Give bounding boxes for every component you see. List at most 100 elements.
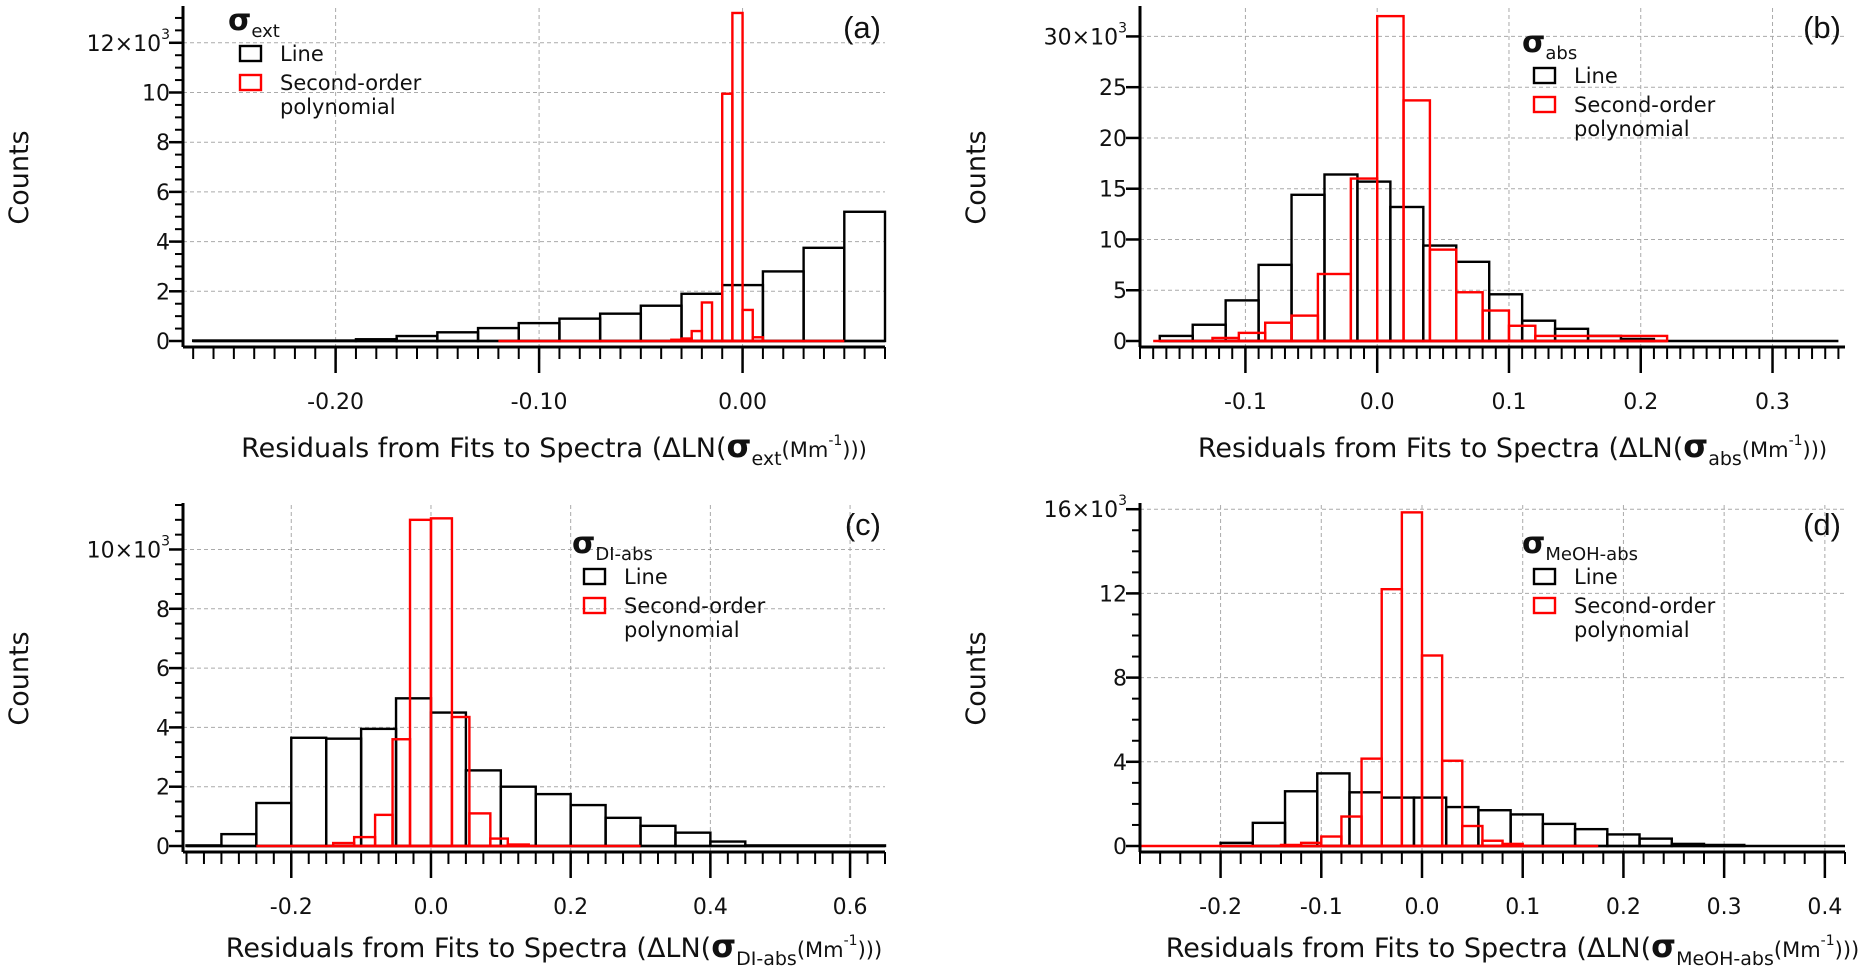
x-title-subscript: abs [1708, 448, 1742, 470]
x-tick-label: 0.2 [553, 895, 588, 920]
histogram-bin [700, 301, 714, 343]
y-tick-value: 6 [156, 181, 170, 206]
y-tick-value: 5 [1113, 279, 1127, 304]
y-tick-label: 5 [1113, 279, 1127, 304]
panel-letter: (b) [1803, 10, 1841, 45]
histogram-bin [690, 329, 704, 343]
series-line [1219, 772, 1845, 848]
histogram-bin [476, 326, 520, 343]
legend-label-polynomial-cont: polynomial [624, 618, 740, 642]
y-multiplier: ×10 [1072, 498, 1118, 523]
series-second-order-polynomial [1140, 511, 1599, 848]
histogram-bin [290, 736, 328, 848]
x-tick-label: 0.3 [1755, 390, 1790, 415]
legend-sigma: σ [1522, 526, 1545, 561]
histogram-bin [1349, 177, 1379, 343]
legend-label-polynomial: Second-order [624, 594, 766, 618]
y-tick-label: 10 [1099, 228, 1127, 253]
histogram-bin [1356, 180, 1392, 343]
y-tick-value: 15 [1099, 178, 1127, 203]
x-tick-label: 0.6 [833, 895, 868, 920]
x-title-sigma: σ [1651, 927, 1676, 965]
y-tick-value: 6 [156, 657, 170, 682]
legend-swatch-polynomial [1532, 95, 1557, 114]
y-tick-label: 2 [156, 280, 170, 305]
panel-letter: (c) [845, 507, 881, 542]
y-tick-label: 6 [156, 657, 170, 682]
histogram-bin [639, 824, 677, 848]
histogram-bin [1257, 263, 1293, 343]
x-tick-label: 0.0 [413, 895, 448, 920]
histogram-bin [1320, 835, 1343, 848]
legend-title: σMeOH-abs [1522, 526, 1638, 565]
histogram-bin [464, 769, 503, 848]
histogram-bin [1348, 791, 1383, 848]
y-tick-label: 0 [156, 330, 170, 355]
y-tick-value: 4 [156, 716, 170, 741]
y-tick-label: 10×103 [87, 533, 170, 563]
x-tick-label: 0.0 [1360, 390, 1395, 415]
histogram-bin [1420, 654, 1444, 848]
y-multiplier: ×10 [115, 538, 161, 563]
x-title-sigma: σ [711, 927, 736, 965]
histogram-bin [1422, 244, 1458, 343]
histogram-bin [761, 270, 805, 343]
y-multiplier-exponent: 3 [161, 533, 170, 549]
histogram-bin [352, 835, 377, 848]
legend-sigma: σ [228, 3, 251, 38]
y-tick-label: 4 [1113, 751, 1127, 776]
histogram-bin [721, 92, 734, 343]
histogram-bin [1481, 309, 1511, 343]
histogram-bin [639, 304, 683, 343]
histogram-bin [1316, 272, 1353, 343]
legend-swatch-line [582, 567, 607, 586]
histogram-bin [359, 727, 398, 848]
x-title-subscript: DI-abs [736, 948, 797, 970]
y-tick-value: 12 [1099, 582, 1127, 607]
histogram-bin [255, 801, 293, 848]
legend-label-polynomial: Second-order [1574, 594, 1716, 618]
legend-subscript: DI-abs [595, 544, 653, 565]
y-tick-value: 30 [1044, 25, 1072, 50]
x-axis-title: Residuals from Fits to Spectra (ΔLN(σext… [241, 427, 867, 470]
histogram-bin [598, 312, 643, 343]
y-tick-value: 10 [87, 538, 115, 563]
legend-label-polynomial: Second-order [1574, 93, 1716, 117]
y-tick-label: 12×103 [87, 27, 170, 57]
y-axis-title: Counts [961, 631, 992, 725]
y-tick-value: 0 [1113, 330, 1127, 355]
y-tick-value: 2 [156, 776, 170, 801]
histogram-bin [1389, 205, 1425, 343]
panel-a: 0 2 4 6 8 10 12×103 -0.20 -0.10 0.00 Counts Residua… [4, 3, 887, 470]
histogram-bin [843, 210, 887, 343]
histogram-bin [1573, 827, 1609, 848]
series-line [1158, 173, 1839, 343]
x-title-unit: (Mm [797, 938, 844, 962]
histogram-bin [429, 711, 468, 848]
legend-label-line: Line [1574, 565, 1618, 589]
histogram-bin [1455, 260, 1491, 343]
legend-label-polynomial: Second-order [280, 71, 422, 95]
histogram-bin [674, 831, 712, 848]
legend-label-line: Line [624, 565, 668, 589]
y-tick-value: 8 [156, 131, 170, 156]
x-title-prefix: Residuals from Fits to Spectra (ΔLN( [1198, 433, 1683, 464]
y-tick-value: 12 [87, 32, 115, 57]
histogram-bin [1316, 772, 1351, 848]
histogram-bin [394, 697, 433, 848]
y-axis-title: Counts [4, 631, 35, 725]
histogram-bin [373, 813, 394, 848]
y-tick-label: 8 [156, 131, 170, 156]
legend-sigma: σ [1522, 25, 1545, 60]
x-title-sigma: σ [1683, 427, 1708, 465]
histogram-bin [1290, 193, 1326, 343]
legend-label-line: Line [1574, 64, 1618, 88]
x-tick-label: 0.0 [1405, 895, 1440, 920]
x-tick-label: -0.20 [307, 390, 364, 415]
x-tick-label: -0.2 [1199, 895, 1242, 920]
histogram-bin [468, 812, 492, 848]
y-tick-value: 0 [156, 330, 170, 355]
histogram-bin [1400, 511, 1424, 848]
